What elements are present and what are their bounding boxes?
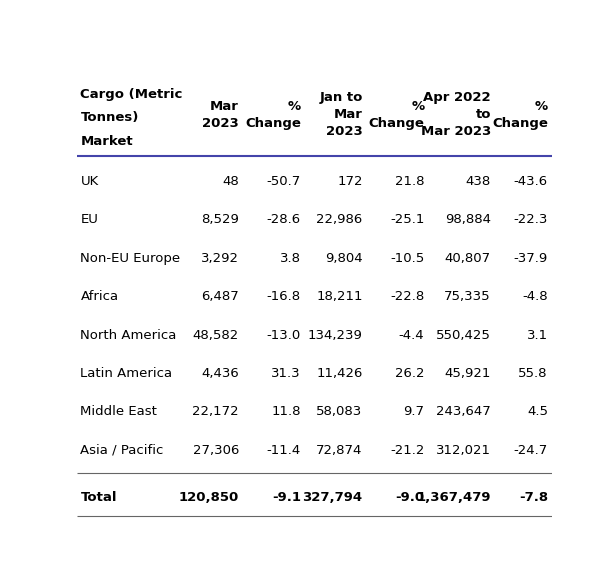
Text: 48,582: 48,582 bbox=[193, 329, 239, 342]
Text: 26.2: 26.2 bbox=[395, 367, 424, 380]
Text: -24.7: -24.7 bbox=[514, 444, 548, 457]
Text: -22.3: -22.3 bbox=[514, 213, 548, 227]
Text: -4.4: -4.4 bbox=[398, 329, 424, 342]
Text: -28.6: -28.6 bbox=[267, 213, 301, 227]
Text: 312,021: 312,021 bbox=[436, 444, 491, 457]
Text: 3.1: 3.1 bbox=[527, 329, 548, 342]
Text: Non-EU Europe: Non-EU Europe bbox=[80, 252, 181, 265]
Text: -9.1: -9.1 bbox=[272, 491, 301, 504]
Text: 550,425: 550,425 bbox=[436, 329, 491, 342]
Text: 6,487: 6,487 bbox=[201, 290, 239, 303]
Text: 9.7: 9.7 bbox=[403, 406, 424, 419]
Text: 134,239: 134,239 bbox=[308, 329, 363, 342]
Text: -9.0: -9.0 bbox=[395, 491, 424, 504]
Text: -50.7: -50.7 bbox=[267, 175, 301, 188]
Text: 4.5: 4.5 bbox=[527, 406, 548, 419]
Text: 98,884: 98,884 bbox=[445, 213, 491, 227]
Text: 40,807: 40,807 bbox=[445, 252, 491, 265]
Text: Tonnes): Tonnes) bbox=[80, 111, 139, 124]
Text: 31.3: 31.3 bbox=[271, 367, 301, 380]
Text: %
Change: % Change bbox=[492, 100, 548, 130]
Text: 120,850: 120,850 bbox=[179, 491, 239, 504]
Text: 55.8: 55.8 bbox=[519, 367, 548, 380]
Text: 75,335: 75,335 bbox=[444, 290, 491, 303]
Text: Cargo (Metric: Cargo (Metric bbox=[80, 87, 183, 100]
Text: %
Change: % Change bbox=[368, 100, 424, 130]
Text: Total: Total bbox=[80, 491, 117, 504]
Text: 9,804: 9,804 bbox=[325, 252, 363, 265]
Text: 3,292: 3,292 bbox=[201, 252, 239, 265]
Text: 48: 48 bbox=[223, 175, 239, 188]
Text: 21.8: 21.8 bbox=[395, 175, 424, 188]
Text: Latin America: Latin America bbox=[80, 367, 172, 380]
Text: 22,172: 22,172 bbox=[192, 406, 239, 419]
Text: Asia / Pacific: Asia / Pacific bbox=[80, 444, 164, 457]
Text: Jan to
Mar
2023: Jan to Mar 2023 bbox=[319, 91, 363, 138]
Text: 438: 438 bbox=[466, 175, 491, 188]
Text: Market: Market bbox=[80, 135, 133, 148]
Text: -7.8: -7.8 bbox=[519, 491, 548, 504]
Text: 18,211: 18,211 bbox=[316, 290, 363, 303]
Text: -21.2: -21.2 bbox=[390, 444, 424, 457]
Text: UK: UK bbox=[80, 175, 99, 188]
Text: 1,367,479: 1,367,479 bbox=[416, 491, 491, 504]
Text: Apr 2022
to
Mar 2023: Apr 2022 to Mar 2023 bbox=[421, 91, 491, 138]
Text: 58,083: 58,083 bbox=[316, 406, 363, 419]
Text: -16.8: -16.8 bbox=[267, 290, 301, 303]
Text: 45,921: 45,921 bbox=[444, 367, 491, 380]
Text: 72,874: 72,874 bbox=[316, 444, 363, 457]
Text: 11,426: 11,426 bbox=[316, 367, 363, 380]
Text: -4.8: -4.8 bbox=[522, 290, 548, 303]
Text: 11.8: 11.8 bbox=[272, 406, 301, 419]
Text: -13.0: -13.0 bbox=[267, 329, 301, 342]
Text: -10.5: -10.5 bbox=[390, 252, 424, 265]
Text: Middle East: Middle East bbox=[80, 406, 158, 419]
Text: Mar
2023: Mar 2023 bbox=[202, 100, 239, 130]
Text: -22.8: -22.8 bbox=[390, 290, 424, 303]
Text: 327,794: 327,794 bbox=[302, 491, 363, 504]
Text: EU: EU bbox=[80, 213, 98, 227]
Text: 243,647: 243,647 bbox=[436, 406, 491, 419]
Text: 3.8: 3.8 bbox=[280, 252, 301, 265]
Text: %
Change: % Change bbox=[245, 100, 301, 130]
Text: North America: North America bbox=[80, 329, 177, 342]
Text: -43.6: -43.6 bbox=[514, 175, 548, 188]
Text: 27,306: 27,306 bbox=[192, 444, 239, 457]
Text: 22,986: 22,986 bbox=[316, 213, 363, 227]
Text: Africa: Africa bbox=[80, 290, 118, 303]
Text: -37.9: -37.9 bbox=[514, 252, 548, 265]
Text: -25.1: -25.1 bbox=[390, 213, 424, 227]
Text: 8,529: 8,529 bbox=[201, 213, 239, 227]
Text: 4,436: 4,436 bbox=[201, 367, 239, 380]
Text: -11.4: -11.4 bbox=[267, 444, 301, 457]
Text: 172: 172 bbox=[337, 175, 363, 188]
